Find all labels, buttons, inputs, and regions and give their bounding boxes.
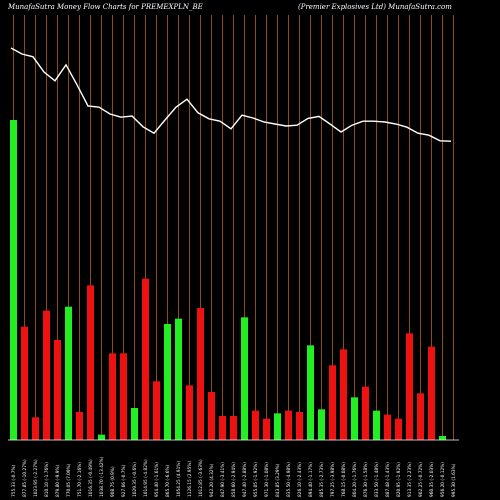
x-tick-label: 885.35 (-2.73%) xyxy=(319,462,325,497)
bar xyxy=(21,326,28,440)
x-tick-label: 877.85 (-10.27%) xyxy=(22,459,28,497)
x-tick-label: 751.70 (-2.16%) xyxy=(77,462,83,497)
bar xyxy=(76,412,83,440)
chart-title-left: MunafaSutra Money Flow Charts for PREMEX… xyxy=(7,3,203,11)
bar xyxy=(197,308,204,440)
bar xyxy=(296,412,303,440)
x-tick-label: 770.05 (7.09%) xyxy=(66,463,72,497)
x-tick-label: 876.30 (-1.58%) xyxy=(363,462,369,497)
grid-lines xyxy=(13,15,454,440)
x-tick-label: 755.33 (-0.7%) xyxy=(11,464,17,497)
x-tick-label: 797.25 (-3.98%) xyxy=(330,462,336,497)
bar xyxy=(263,418,270,440)
bar-series xyxy=(10,120,446,440)
x-tick-label: 887.48 (-1.43%) xyxy=(385,462,391,497)
x-tick-label: 1126.15 (2.95%) xyxy=(187,461,193,497)
x-tick-label: 1029.35 (-0.6%) xyxy=(132,462,138,497)
bar xyxy=(164,324,171,440)
bar xyxy=(340,349,347,440)
bar xyxy=(120,353,127,440)
x-tick-label: 1038.70 (-13.42%) xyxy=(99,456,105,497)
x-tick-label: 833.50 (-1.48%) xyxy=(374,462,380,497)
x-tick-label: 847.90 (-3.41%) xyxy=(220,462,226,497)
bar xyxy=(428,346,435,440)
bar xyxy=(208,392,215,440)
bar xyxy=(32,417,39,440)
bar xyxy=(230,416,237,440)
bar xyxy=(318,409,325,440)
x-tick-label: 879.80 (-9.9%) xyxy=(55,464,61,497)
bar xyxy=(54,340,61,440)
bar xyxy=(10,120,17,440)
x-axis-labels: 755.33 (-0.7%) 877.85 (-10.27%) 1023.95 (-… xyxy=(11,456,457,497)
x-tick-label: 960.35 (-2.03%) xyxy=(429,462,435,497)
bar xyxy=(65,306,72,440)
x-tick-label: 995.30 (1.63%) xyxy=(451,463,457,497)
bar xyxy=(98,434,105,440)
x-tick-label: 902.25 (-0.72%) xyxy=(418,462,424,497)
bar xyxy=(307,345,314,440)
x-tick-label: 971.30 (-1.08%) xyxy=(264,462,270,497)
x-tick-label: 913.35 (-2.23%) xyxy=(407,462,413,497)
x-tick-label: 956.20 (-0.12%) xyxy=(440,462,446,497)
bar xyxy=(285,410,292,440)
x-tick-label: 843.85 (3.29%) xyxy=(275,463,281,497)
bar xyxy=(274,413,281,440)
bar xyxy=(186,385,193,440)
x-tick-label: 954.40 (-1.61%) xyxy=(154,462,160,497)
x-tick-label: 908.75 (0.9%) xyxy=(110,466,116,497)
bar xyxy=(395,418,402,440)
bar xyxy=(329,365,336,440)
bar xyxy=(175,318,182,440)
bar xyxy=(351,397,358,440)
bar xyxy=(219,416,226,440)
bar xyxy=(439,436,446,440)
x-tick-label: 768.15 (-0.08%) xyxy=(341,462,347,497)
x-tick-label: 804.20 (-1.76%) xyxy=(352,462,358,497)
x-tick-label: 810.10 (-1.76%) xyxy=(44,462,50,497)
x-tick-label: 1014.95 (-4.82%) xyxy=(143,459,149,497)
x-tick-label: 1012.85 (-3.63%) xyxy=(198,459,204,497)
bar xyxy=(362,386,369,440)
bar xyxy=(241,317,248,440)
x-tick-label: 835.50 (-4.98%) xyxy=(286,462,292,497)
x-tick-label: 942.20 (4.32%) xyxy=(209,463,215,497)
x-tick-label: 947.40 (-2.88%) xyxy=(242,462,248,497)
chart-title-right: (Premier Explosives Ltd) MunafaSutra.com xyxy=(298,3,452,11)
x-tick-label: 1016.35 (-0.49%) xyxy=(88,459,94,497)
x-tick-label: 927.66 (-0.7%) xyxy=(121,464,127,497)
x-tick-label: 1054.25 (4.91%) xyxy=(176,461,182,497)
bar xyxy=(43,310,50,440)
bar xyxy=(406,333,413,440)
price-line xyxy=(10,47,452,142)
bar xyxy=(384,414,391,440)
bar xyxy=(142,278,149,440)
x-tick-label: 820.95 (-1.92%) xyxy=(396,462,402,497)
x-tick-label: 894.40 (-1.17%) xyxy=(308,462,314,497)
x-tick-label: 955.05 (-1.92%) xyxy=(253,462,259,497)
bar xyxy=(87,285,94,440)
bar xyxy=(131,408,138,440)
bar xyxy=(252,410,259,440)
x-tick-label: 826.10 (-2.43%) xyxy=(297,462,303,497)
bar xyxy=(417,393,424,440)
x-tick-label: 1023.95 (-2.27%) xyxy=(33,459,39,497)
x-tick-label: 865.70 (-6.6%) xyxy=(165,464,171,497)
bar xyxy=(153,381,160,440)
x-tick-label: 858.60 (-2.94%) xyxy=(231,462,237,497)
bar xyxy=(373,410,380,440)
bar xyxy=(109,353,116,440)
